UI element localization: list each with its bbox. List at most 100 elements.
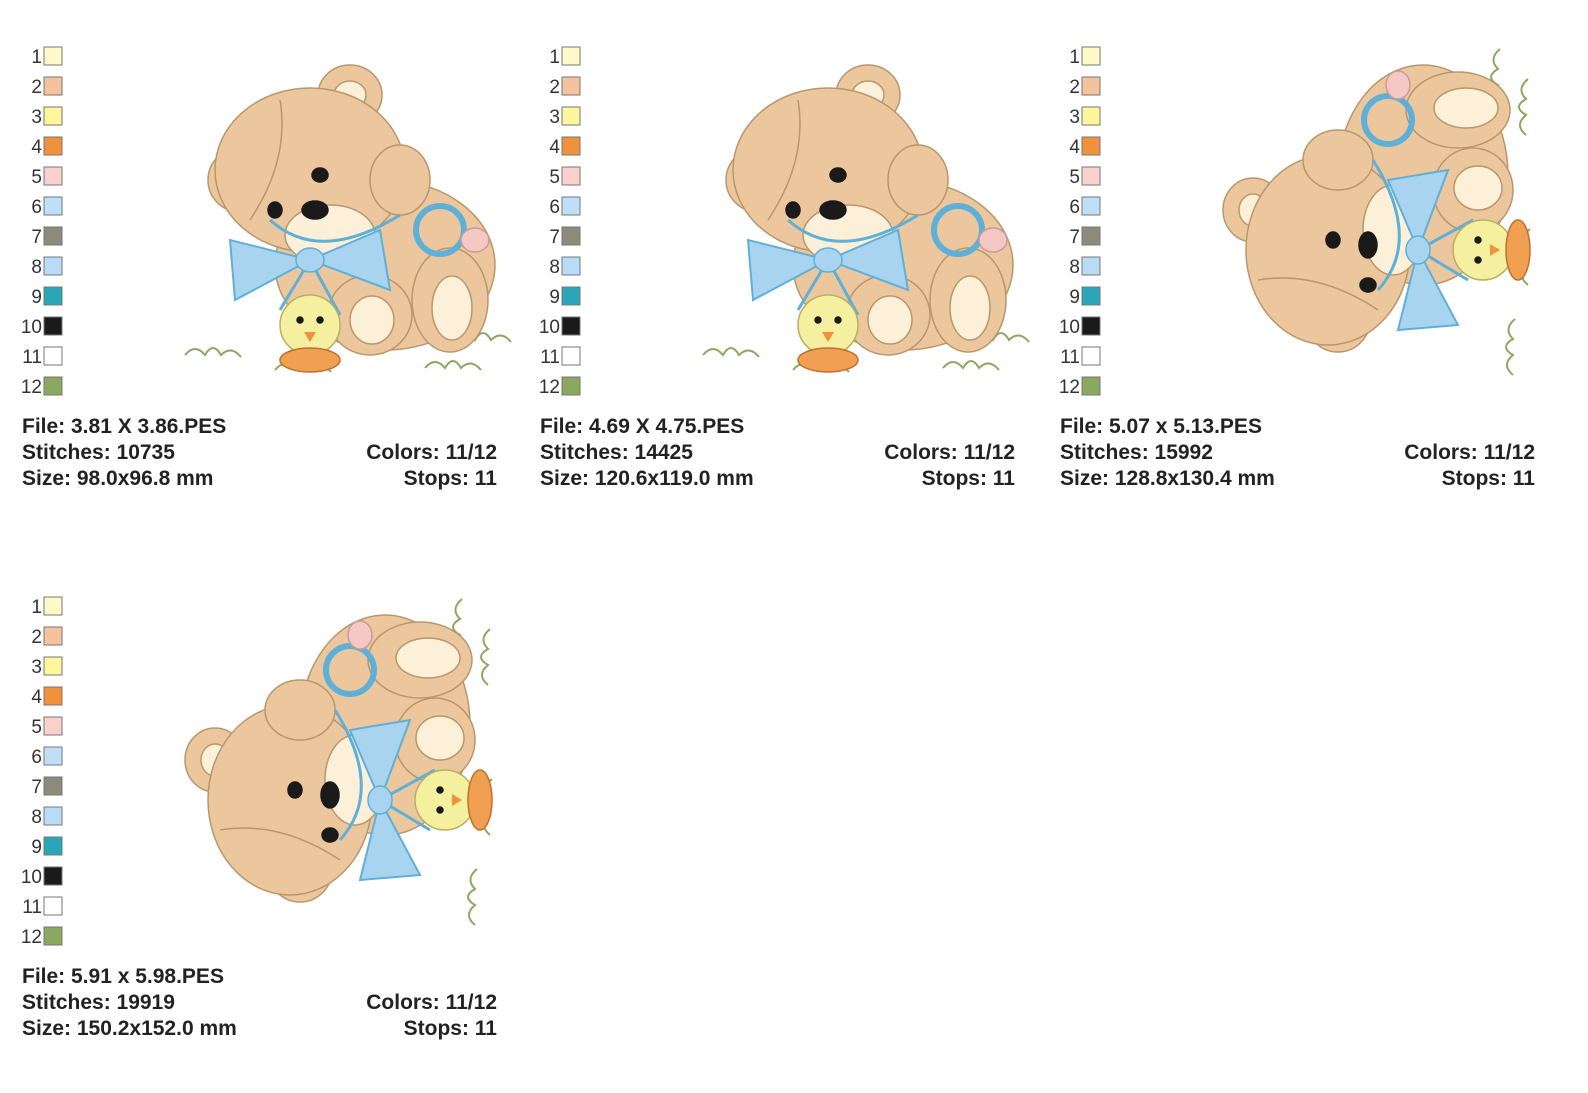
beak	[1490, 244, 1500, 256]
color-swatch	[561, 46, 581, 66]
color-number: 6	[1069, 197, 1080, 218]
color-swatch	[43, 76, 63, 96]
color-swatch	[43, 166, 63, 186]
color-number: 4	[31, 137, 42, 158]
color-number: 2	[31, 627, 42, 648]
shape	[1405, 235, 1431, 265]
color-swatch	[43, 596, 63, 616]
color-count: Colors: 11/12	[366, 991, 497, 1014]
color-swatch	[1081, 376, 1101, 396]
seam	[767, 99, 801, 221]
shape	[431, 275, 473, 341]
shape	[1433, 87, 1499, 129]
stop-count: Stops: 11	[404, 1017, 498, 1040]
design-preview	[1222, 48, 1531, 376]
color-number: 4	[549, 137, 560, 158]
color-number: 1	[31, 47, 42, 68]
color-swatch	[43, 776, 63, 796]
color-number: 11	[22, 897, 42, 918]
color-swatch	[561, 286, 581, 306]
grass	[942, 360, 1000, 371]
color-swatch	[43, 806, 63, 826]
shape	[867, 295, 913, 345]
shape	[1385, 70, 1411, 100]
stitch-count: Stitches: 14425	[540, 441, 693, 464]
shape	[1359, 277, 1377, 293]
color-swatch	[43, 196, 63, 216]
color-number: 8	[1069, 257, 1080, 278]
shape	[1325, 231, 1341, 249]
color-swatch	[1081, 316, 1101, 336]
color-swatch	[561, 346, 581, 366]
color-number: 10	[539, 317, 560, 338]
color-swatch	[561, 166, 581, 186]
shape	[1505, 219, 1531, 281]
color-number: 9	[549, 287, 560, 308]
color-number: 9	[31, 287, 42, 308]
color-number: 12	[539, 377, 560, 398]
color-number: 7	[1069, 227, 1080, 248]
color-swatch	[43, 746, 63, 766]
design-size: Size: 128.8x130.4 mm	[1060, 467, 1275, 490]
shape	[287, 781, 303, 799]
shape	[797, 294, 859, 356]
shape	[316, 316, 324, 324]
shape	[814, 316, 822, 324]
color-number: 5	[31, 167, 42, 188]
grass	[1505, 318, 1516, 376]
color-swatch	[43, 866, 63, 886]
color-number: 8	[549, 257, 560, 278]
color-number: 11	[540, 347, 560, 368]
grass	[184, 347, 242, 358]
shape	[1453, 165, 1503, 211]
color-number: 2	[549, 77, 560, 98]
color-number: 7	[31, 777, 42, 798]
color-number: 1	[1069, 47, 1080, 68]
shape	[311, 167, 329, 183]
stop-count: Stops: 11	[922, 467, 1016, 490]
color-swatch	[43, 926, 63, 946]
shape	[813, 247, 843, 273]
color-swatch	[1081, 106, 1101, 126]
color-number: 1	[549, 47, 560, 68]
grass	[702, 347, 760, 358]
shape	[829, 167, 847, 183]
shape	[797, 347, 859, 373]
file-name: File: 4.69 X 4.75.PES	[540, 415, 744, 438]
color-number: 3	[1069, 107, 1080, 128]
color-swatch	[1081, 256, 1101, 276]
shape	[367, 785, 393, 815]
pacifier	[323, 643, 377, 697]
bow	[1386, 168, 1460, 332]
color-swatch	[561, 256, 581, 276]
file-name: File: 5.07 x 5.13.PES	[1060, 415, 1262, 438]
color-swatch	[43, 716, 63, 736]
color-swatch	[561, 316, 581, 336]
file-name: File: 3.81 X 3.86.PES	[22, 415, 226, 438]
color-swatch	[1081, 346, 1101, 366]
shape	[264, 679, 336, 741]
color-swatch	[561, 76, 581, 96]
shape	[295, 247, 325, 273]
color-swatch	[43, 226, 63, 246]
color-swatch	[1081, 226, 1101, 246]
design-preview	[184, 64, 512, 373]
shape	[887, 144, 949, 216]
color-number: 9	[1069, 287, 1080, 308]
color-number: 10	[21, 317, 42, 338]
color-swatch	[43, 686, 63, 706]
color-number: 3	[549, 107, 560, 128]
color-number: 7	[31, 227, 42, 248]
color-swatch	[43, 286, 63, 306]
shape	[279, 347, 341, 373]
color-number: 12	[21, 927, 42, 948]
color-swatch	[43, 106, 63, 126]
seam	[1257, 277, 1379, 311]
color-swatch	[43, 256, 63, 276]
color-number: 5	[31, 717, 42, 738]
color-number: 7	[549, 227, 560, 248]
seam	[219, 827, 341, 861]
color-swatch	[561, 136, 581, 156]
